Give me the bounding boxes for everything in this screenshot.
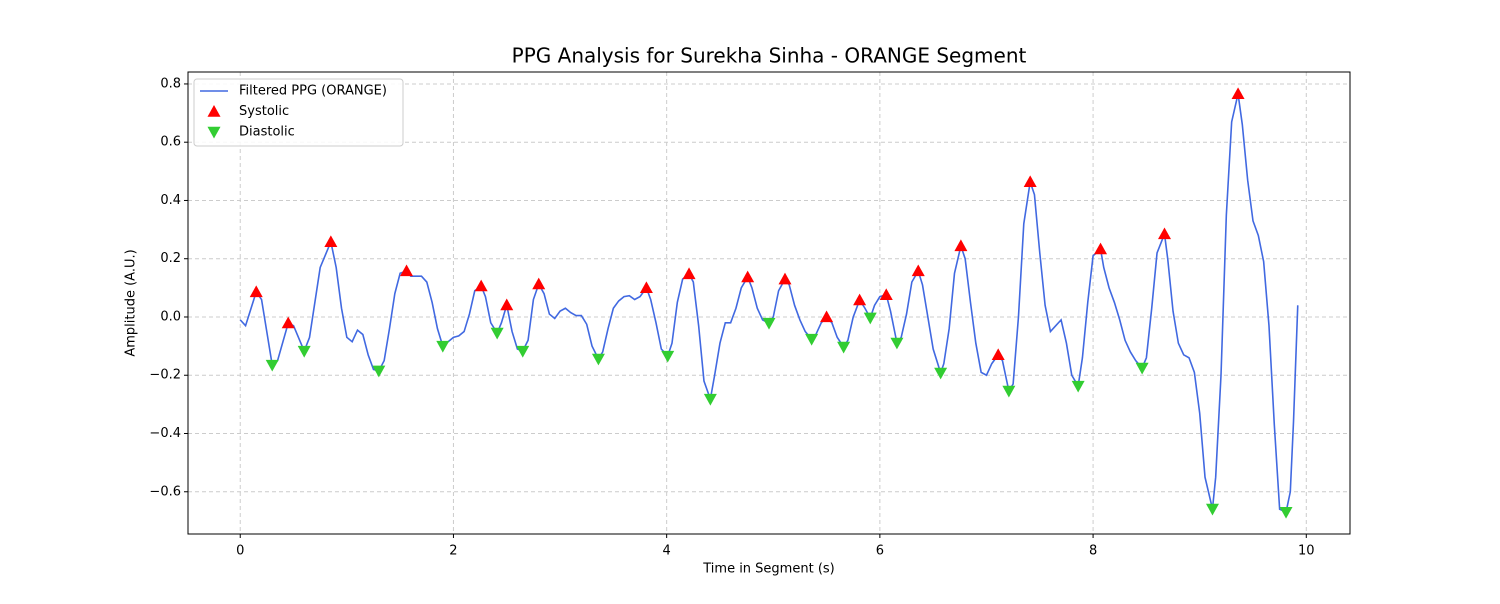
diastolic-marker (703, 393, 717, 406)
systolic-marker (879, 288, 893, 301)
diastolic-marker (591, 353, 605, 366)
systolic-marker (1023, 175, 1037, 188)
systolic-marker (639, 281, 653, 294)
diastolic-marker (297, 345, 311, 358)
systolic-marker (1094, 242, 1108, 255)
systolic-marker (991, 348, 1005, 361)
y-tick-label: 0.2 (160, 251, 181, 266)
systolic-marker (400, 264, 414, 277)
systolic-marker (281, 316, 295, 329)
legend-box (193, 78, 404, 147)
diastolic-marker (863, 312, 877, 325)
diastolic-marker (934, 367, 948, 380)
x-tick-label: 4 (663, 544, 671, 559)
legend: Filtered PPG (ORANGE) Systolic Diastolic (193, 78, 404, 147)
diastolic-marker (1071, 380, 1085, 393)
plot-frame (187, 71, 1351, 535)
diastolic-marker (516, 345, 530, 358)
systolic-marker (778, 272, 792, 285)
x-tick-label: 10 (1298, 544, 1315, 559)
legend-label: Diastolic (239, 125, 295, 140)
legend-label: Filtered PPG (ORANGE) (239, 84, 387, 99)
x-tick-label: 2 (449, 544, 457, 559)
y-tick-label: 0.6 (160, 135, 181, 150)
systolic-marker (249, 285, 263, 298)
y-tick-label: −0.2 (149, 368, 181, 383)
diastolic-marker (762, 317, 776, 330)
diastolic-marker (1279, 506, 1293, 519)
x-tick-label: 8 (1089, 544, 1097, 559)
y-tick-label: −0.6 (149, 484, 181, 499)
diastolic-marker (890, 337, 904, 350)
diastolic-marker (805, 333, 819, 346)
systolic-marker (853, 293, 867, 306)
diastolic-marker (436, 340, 450, 353)
legend-swatch (207, 126, 221, 139)
diastolic-marker (265, 359, 279, 372)
systolic-marker (820, 310, 834, 323)
systolic-marker (741, 270, 755, 283)
y-tick-label: 0.8 (160, 76, 181, 91)
diastolic-marker (1002, 385, 1016, 398)
systolic-marker (911, 264, 925, 277)
systolic-marker (1158, 227, 1172, 240)
chart-title: PPG Analysis for Surekha Sinha - ORANGE … (512, 44, 1027, 68)
diastolic-marker (1135, 362, 1149, 375)
x-axis-label: Time in Segment (s) (702, 562, 834, 577)
systolic-marker (1231, 87, 1245, 100)
diastolic-marker (372, 365, 386, 378)
y-tick-label: −0.4 (149, 426, 181, 441)
diastolic-marker (661, 350, 675, 363)
diastolic-marker (490, 327, 504, 340)
y-tick-label: 0.0 (160, 309, 181, 324)
y-tick-label: 0.4 (160, 193, 181, 208)
legend-label: Systolic (239, 104, 289, 119)
systolic-marker (954, 239, 968, 252)
y-axis-label: Amplitude (A.U.) (124, 249, 139, 356)
legend-swatch (207, 105, 221, 117)
systolic-marker (324, 235, 338, 248)
x-tick-label: 0 (236, 544, 244, 559)
systolic-marker (474, 279, 488, 292)
diastolic-marker (837, 341, 851, 354)
systolic-marker (682, 267, 696, 280)
x-tick-label: 6 (876, 544, 884, 559)
systolic-marker (532, 277, 546, 290)
diastolic-marker (1205, 503, 1219, 516)
systolic-marker (500, 298, 514, 311)
